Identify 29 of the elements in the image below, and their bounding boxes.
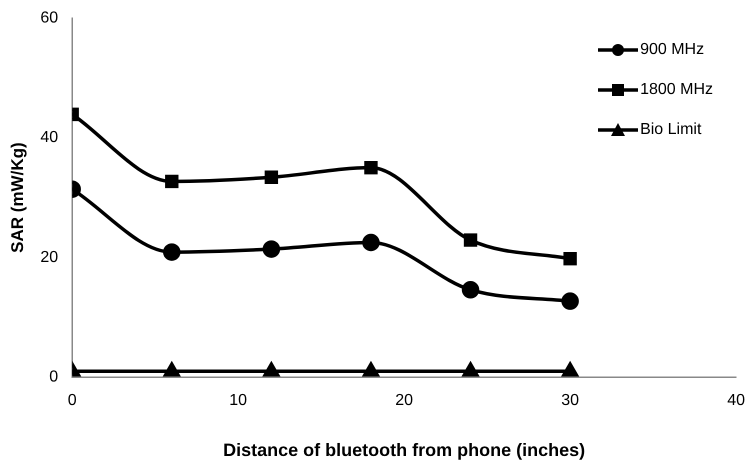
- point: [464, 233, 478, 247]
- x-axis-title: Distance of bluetooth from phone (inches): [223, 440, 586, 460]
- point: [362, 234, 380, 252]
- y-tick-label: 60: [40, 9, 58, 26]
- point: [462, 362, 478, 376]
- point: [561, 292, 579, 310]
- point: [563, 252, 577, 266]
- x-tick-label: 30: [561, 392, 580, 410]
- y-tick-label: 0: [49, 368, 58, 386]
- x-tick-label: 20: [395, 392, 414, 410]
- legend-label: 1800 MHz: [640, 81, 713, 99]
- point: [163, 243, 181, 261]
- point: [264, 170, 278, 184]
- point: [264, 362, 280, 376]
- y-tick-label: 20: [40, 248, 58, 266]
- point: [462, 281, 480, 299]
- point: [363, 362, 379, 376]
- x-tick-label: 0: [68, 392, 77, 410]
- point: [364, 160, 378, 174]
- legend-label: Bio Limit: [640, 121, 702, 139]
- point: [562, 362, 578, 376]
- y-axis-title: SAR (mW/Kg): [8, 142, 27, 253]
- x-tick-label: 10: [229, 392, 248, 410]
- legend-label: 900 MHz: [640, 41, 704, 59]
- y-tick-label: 40: [40, 129, 58, 146]
- point: [164, 362, 180, 376]
- point: [165, 174, 178, 188]
- point: [262, 240, 280, 258]
- x-tick-label: 40: [727, 392, 746, 410]
